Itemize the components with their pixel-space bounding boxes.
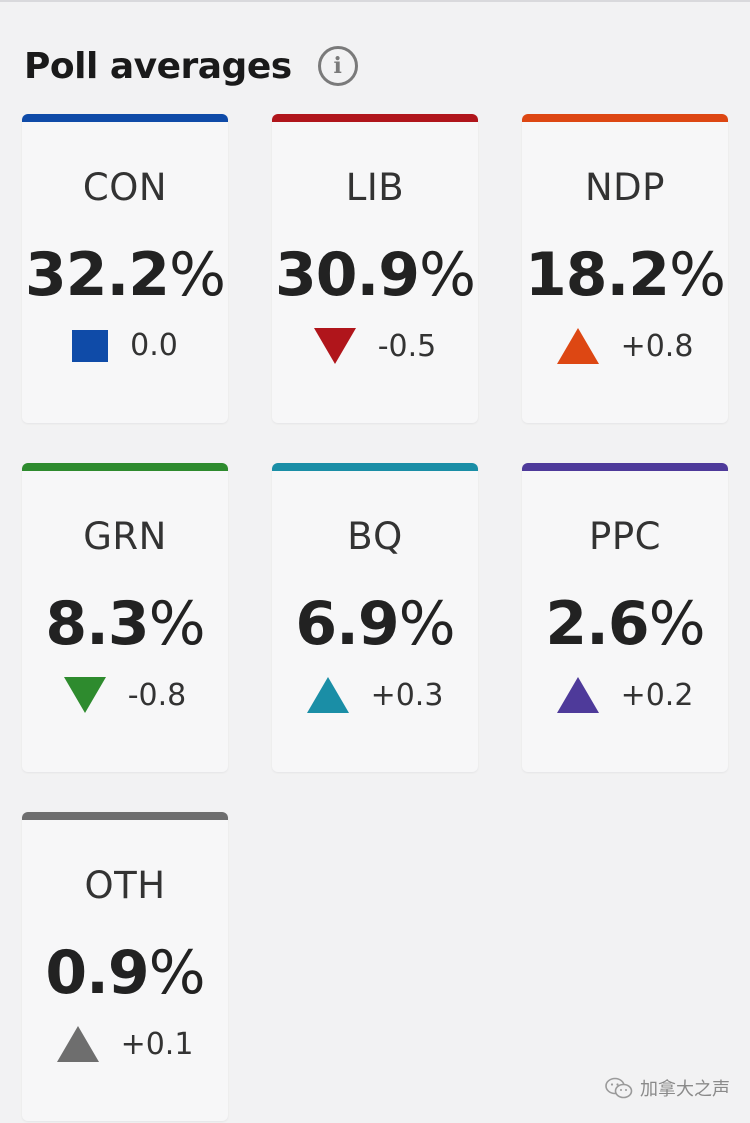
party-name: GRN <box>83 515 167 558</box>
percentage-value: 8.3 <box>45 589 149 659</box>
party-card-oth[interactable]: OTH 0.9% +0.1 <box>22 812 228 1121</box>
party-color-bar <box>22 114 228 122</box>
trend-flat-icon <box>72 329 109 362</box>
party-percentage: 30.9% <box>272 240 478 310</box>
change-row: -0.5 <box>272 328 478 364</box>
percentage-unit: % <box>169 240 226 310</box>
party-color-bar <box>522 463 728 471</box>
change-value: +0.2 <box>620 677 694 713</box>
percentage-unit: % <box>398 589 456 659</box>
trend-up-icon <box>306 677 349 713</box>
party-color-bar <box>522 114 728 122</box>
party-color-bar <box>22 812 228 820</box>
header: Poll averages i <box>24 38 358 94</box>
percentage-value: 30.9 <box>274 240 420 310</box>
percentage-unit: % <box>148 938 206 1008</box>
info-icon[interactable]: i <box>317 46 358 86</box>
party-color-bar <box>272 114 478 122</box>
change-value: +0.3 <box>370 677 444 713</box>
change-row: +0.1 <box>22 1026 228 1062</box>
party-percentage: 6.9% <box>272 589 478 659</box>
trend-up-icon <box>56 1026 99 1062</box>
party-name: OTH <box>84 864 166 907</box>
percentage-value: 6.9 <box>295 589 399 659</box>
page-title: Poll averages <box>24 45 292 87</box>
change-row: -0.8 <box>22 677 228 713</box>
trend-up-icon <box>556 328 599 364</box>
percentage-unit: % <box>419 240 476 310</box>
change-value: -0.5 <box>377 328 437 364</box>
info-glyph: i <box>333 53 342 79</box>
party-percentage: 8.3% <box>22 589 228 659</box>
party-percentage: 32.2% <box>22 240 228 310</box>
party-name: PPC <box>589 515 661 558</box>
party-percentage: 18.2% <box>522 240 728 310</box>
party-name: CON <box>82 166 168 209</box>
percentage-unit: % <box>648 589 706 659</box>
percentage-value: 2.6 <box>545 589 649 659</box>
party-card-ndp[interactable]: NDP 18.2% +0.8 <box>522 114 728 423</box>
wechat-logo-icon <box>605 1077 633 1099</box>
change-row: +0.2 <box>522 677 728 713</box>
party-name: BQ <box>347 515 403 558</box>
change-value: -0.8 <box>127 677 187 713</box>
percentage-unit: % <box>669 240 726 310</box>
party-card-ppc[interactable]: PPC 2.6% +0.2 <box>522 463 728 772</box>
party-card-lib[interactable]: LIB 30.9% -0.5 <box>272 114 478 423</box>
change-value: 0.0 <box>130 328 178 363</box>
change-value: +0.1 <box>120 1026 194 1062</box>
party-card-bq[interactable]: BQ 6.9% +0.3 <box>272 463 478 772</box>
percentage-value: 0.9 <box>45 938 149 1008</box>
change-value: +0.8 <box>620 328 694 364</box>
trend-down-icon <box>63 677 106 713</box>
percentage-value: 18.2 <box>524 240 670 310</box>
watermark-text: 加拿大之声 <box>640 1079 730 1100</box>
party-card-con[interactable]: CON 32.2% 0.0 <box>22 114 228 423</box>
percentage-value: 32.2 <box>24 240 170 310</box>
party-name: LIB <box>345 166 405 209</box>
party-card-grn[interactable]: GRN 8.3% -0.8 <box>22 463 228 772</box>
change-row: +0.3 <box>272 677 478 713</box>
top-divider <box>0 0 750 2</box>
poll-cards-grid: CON 32.2% 0.0 LIB 30.9% -0.5 NDP 18.2% +0.8 GRN 8.… <box>22 114 728 1121</box>
party-name: NDP <box>585 166 665 209</box>
change-row: +0.8 <box>522 328 728 364</box>
party-color-bar <box>22 463 228 471</box>
watermark: 加拿大之声 <box>604 1075 730 1101</box>
party-percentage: 2.6% <box>522 589 728 659</box>
percentage-unit: % <box>148 589 206 659</box>
party-percentage: 0.9% <box>22 938 228 1008</box>
party-color-bar <box>272 463 478 471</box>
change-row: 0.0 <box>22 328 228 363</box>
trend-down-icon <box>313 328 356 364</box>
trend-up-icon <box>556 677 599 713</box>
